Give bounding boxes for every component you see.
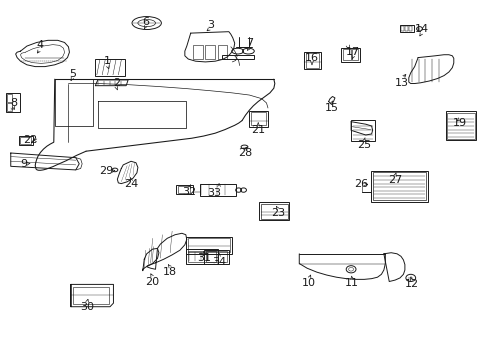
Text: 20: 20 (145, 276, 159, 287)
Text: 11: 11 (345, 278, 358, 288)
Text: 7: 7 (245, 38, 252, 48)
Text: 21: 21 (251, 125, 264, 135)
Bar (261, 204, 287, 219)
Text: 2: 2 (113, 78, 120, 88)
Text: 30: 30 (80, 302, 94, 312)
Text: 10: 10 (302, 278, 315, 288)
Bar (342, 49, 350, 60)
Bar (222, 55, 254, 59)
Text: 28: 28 (238, 148, 252, 158)
Text: 32: 32 (183, 186, 196, 197)
Text: 25: 25 (357, 140, 370, 150)
Bar (185, 237, 232, 254)
Bar (205, 45, 215, 59)
Text: 8: 8 (10, 98, 17, 108)
Bar (447, 113, 474, 139)
Bar (188, 238, 229, 252)
Text: 3: 3 (206, 20, 213, 30)
Bar (7, 103, 12, 111)
Bar (6, 93, 20, 112)
Bar (350, 120, 374, 141)
Bar (372, 172, 426, 200)
Bar (176, 185, 193, 194)
Text: 9: 9 (20, 159, 27, 169)
Bar (95, 59, 124, 76)
Text: 24: 24 (123, 179, 138, 189)
Text: 19: 19 (452, 118, 466, 128)
Bar (341, 48, 359, 62)
Text: 34: 34 (212, 257, 225, 267)
Text: 31: 31 (197, 253, 211, 264)
Bar (304, 52, 321, 69)
Bar (20, 137, 31, 144)
Bar (206, 251, 226, 262)
Text: 29: 29 (99, 166, 114, 176)
Bar (404, 26, 407, 31)
Bar (370, 171, 427, 202)
Bar (185, 249, 217, 264)
Bar (73, 287, 108, 304)
Bar (351, 49, 358, 60)
Bar (305, 53, 319, 68)
Text: 16: 16 (305, 53, 318, 63)
Text: 18: 18 (163, 267, 177, 277)
Bar (249, 111, 267, 127)
Text: 15: 15 (324, 103, 338, 113)
Text: 23: 23 (270, 208, 284, 218)
Text: 4: 4 (37, 40, 43, 50)
Text: 27: 27 (387, 175, 402, 185)
Bar (204, 250, 228, 264)
Bar (217, 45, 227, 59)
Text: 5: 5 (69, 69, 76, 79)
Text: 17: 17 (346, 47, 359, 57)
Text: 22: 22 (23, 135, 38, 145)
Bar (408, 26, 411, 31)
Bar (399, 25, 413, 32)
Bar (19, 136, 33, 145)
Bar (7, 94, 12, 102)
Text: 33: 33 (207, 188, 221, 198)
Text: 13: 13 (394, 78, 408, 88)
Bar (199, 184, 236, 196)
Bar (259, 202, 289, 220)
Text: 6: 6 (142, 17, 149, 27)
Bar (445, 111, 475, 140)
Text: 12: 12 (404, 279, 418, 289)
Bar (400, 26, 403, 31)
Bar (177, 186, 190, 193)
Text: 26: 26 (353, 179, 367, 189)
Text: 14: 14 (414, 24, 427, 34)
Bar (187, 251, 215, 262)
Text: 1: 1 (104, 56, 111, 66)
Bar (251, 112, 265, 125)
Bar (193, 45, 203, 59)
